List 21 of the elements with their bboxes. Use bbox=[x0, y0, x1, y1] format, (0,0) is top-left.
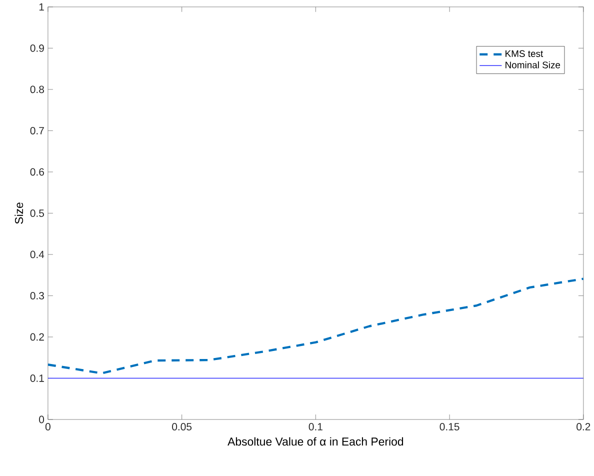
y-tick-label: 0 bbox=[39, 416, 44, 423]
y-tick-label: 0.8 bbox=[30, 86, 44, 93]
y-tick-label: 0.7 bbox=[30, 126, 44, 134]
x-tick-label: 0 bbox=[45, 422, 50, 430]
legend-label: KMS test bbox=[506, 50, 544, 57]
x-tick-label: 0.15 bbox=[440, 422, 460, 430]
legend-label: Nominal Size bbox=[506, 61, 560, 68]
y-tick-label: 0.3 bbox=[30, 292, 44, 300]
y-tick-label: 0.2 bbox=[30, 333, 44, 340]
y-tick-label: 0.1 bbox=[30, 374, 44, 382]
y-axis-title: Size bbox=[14, 202, 24, 224]
x-tick-label: 0.05 bbox=[172, 422, 192, 430]
y-tick-label: 1 bbox=[39, 3, 44, 10]
y-tick-label: 0.4 bbox=[30, 250, 44, 258]
x-tick-label: 0.1 bbox=[308, 422, 322, 430]
x-axis-title: Absoltue Value of α in Each Period bbox=[228, 437, 404, 446]
y-tick-label: 0.9 bbox=[30, 44, 44, 52]
y-tick-label: 0.5 bbox=[30, 209, 44, 217]
x-tick-label: 0.2 bbox=[576, 422, 590, 430]
line-series bbox=[48, 277, 584, 374]
y-tick-label: 0.6 bbox=[30, 168, 44, 176]
